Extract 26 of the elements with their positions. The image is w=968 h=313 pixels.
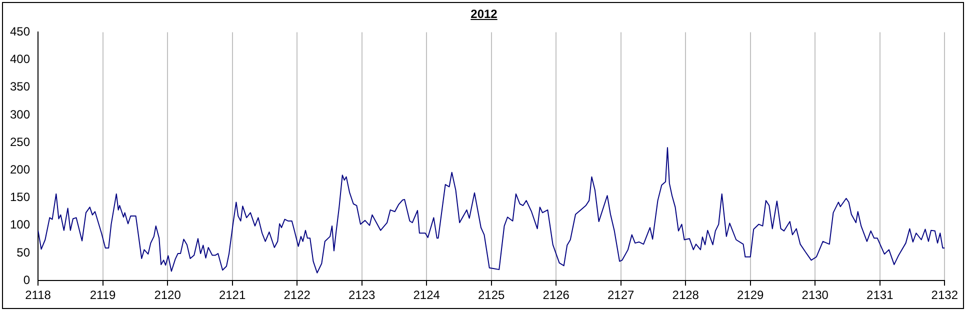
y-tick-label: 350: [10, 80, 30, 94]
y-tick-label: 200: [10, 162, 30, 177]
x-tick-label: 2131: [866, 288, 894, 302]
y-tick-label: 50: [16, 245, 30, 260]
x-tick-label: 2128: [672, 288, 700, 302]
x-tick-label: 2125: [478, 288, 506, 302]
x-tick-label: 2123: [348, 288, 376, 302]
y-tick-label: 400: [10, 52, 30, 66]
x-tick-label: 2121: [218, 288, 246, 302]
x-tick-label: 2132: [931, 288, 958, 302]
x-tick-label: 2130: [802, 288, 829, 302]
x-tick-label: 2127: [608, 288, 635, 302]
y-tick-label: 300: [10, 107, 30, 122]
y-tick-label: 150: [10, 190, 30, 204]
x-tick-label: 2124: [413, 288, 440, 302]
y-tick-label: 0: [23, 272, 30, 287]
chart-title: 2012: [470, 7, 498, 21]
x-tick-label: 2118: [25, 288, 52, 302]
y-tick-label: 100: [10, 218, 30, 232]
y-tick-label: 250: [10, 134, 30, 149]
y-tick-label: 450: [10, 24, 30, 39]
x-tick-label: 2120: [154, 288, 182, 302]
x-tick-label: 2122: [284, 288, 311, 302]
x-tick-label: 2126: [542, 288, 570, 302]
x-tick-label: 2119: [90, 288, 116, 302]
x-tick-label: 2129: [737, 288, 764, 302]
